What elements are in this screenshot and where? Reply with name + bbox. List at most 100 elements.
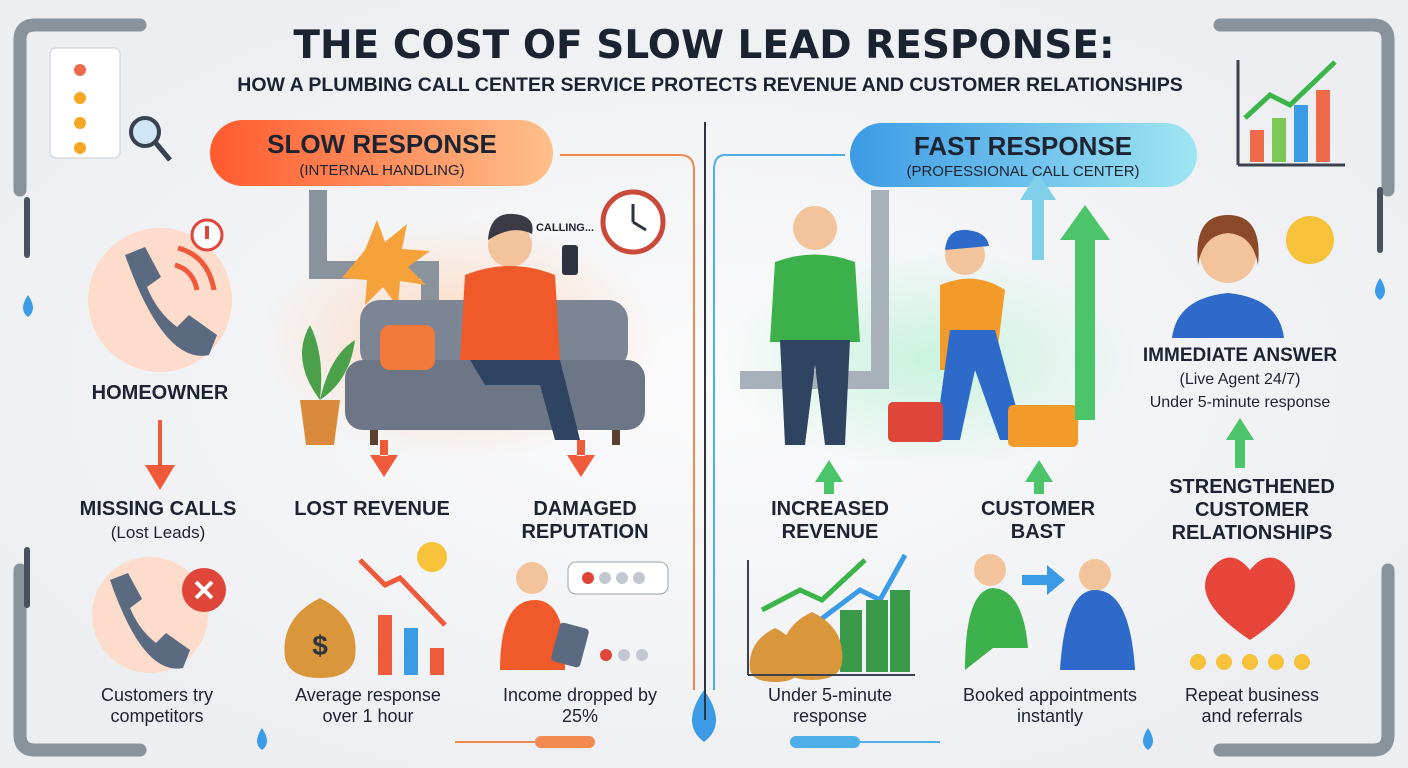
person-body (460, 266, 560, 360)
person-legs (470, 360, 580, 440)
phone-icon (125, 247, 217, 356)
rating-list-icon (74, 92, 86, 104)
rating-list-icon (49, 47, 121, 159)
stars (1190, 654, 1310, 670)
growth-chart-icon (1236, 60, 1345, 167)
down-arrow (145, 420, 175, 490)
falling-bars (430, 648, 444, 675)
stars (618, 649, 630, 661)
person-head (974, 554, 1006, 586)
rising-trend (818, 553, 908, 622)
toolbox (888, 402, 943, 442)
agent-body (1172, 293, 1284, 338)
homeowner-caption: Customers try competitors (100, 685, 214, 726)
money-bag (284, 598, 356, 678)
down-arrow (567, 440, 595, 477)
fast-subheading: (PROFESSIONAL CALL CENTER) (906, 163, 1140, 180)
stars (600, 649, 612, 661)
rating-list-icon (74, 92, 86, 154)
up-arrow (1226, 418, 1254, 468)
water-drops (23, 278, 1385, 750)
frame-pipes (13, 18, 1395, 757)
slow-pill (210, 120, 553, 186)
stars (616, 572, 628, 584)
person-hair (488, 213, 533, 240)
stars (636, 649, 648, 661)
growth-chart-icon (1272, 118, 1286, 162)
customer-base-label: CUSTOMER BAST (980, 498, 1096, 543)
signal-waves (174, 262, 200, 291)
person-legs (780, 340, 850, 445)
wrench-icons (24, 187, 1383, 608)
person-body (770, 254, 860, 342)
stars (1216, 654, 1232, 670)
frame-pipes (1213, 18, 1395, 197)
homeowner-label: HOMEOWNER (91, 382, 229, 404)
tablet (551, 622, 589, 668)
water-drops (1143, 728, 1153, 750)
rating-list-icon (129, 116, 161, 148)
x-mark (194, 580, 214, 600)
agent-label: IMMEDIATE ANSWER (1142, 345, 1338, 366)
rating-list-icon (74, 142, 86, 154)
plant-pot (300, 400, 340, 445)
progress-fast (790, 736, 860, 748)
growth-chart-icon (1250, 130, 1264, 162)
agent-detail: Under 5-minute response (1149, 394, 1331, 411)
cash-stacks (840, 610, 862, 672)
slow-heading: SLOW RESPONSE (267, 129, 497, 159)
signal-waves (174, 245, 217, 291)
cash-stacks (840, 590, 910, 672)
agent-head (1200, 227, 1256, 283)
couch-leg (370, 430, 378, 445)
cash-stacks (890, 590, 910, 672)
agent-note: (Live Agent 24/7) (1179, 371, 1301, 388)
up-arrow (1060, 205, 1110, 420)
rating-list-icon (74, 64, 86, 76)
money-bag (781, 612, 843, 680)
growth-chart-icon (1243, 60, 1337, 120)
coin (417, 542, 447, 572)
lost-revenue-label: LOST REVENUE (294, 498, 450, 520)
progress-slow (535, 736, 595, 748)
person-head (793, 206, 837, 250)
up-arrow (1020, 172, 1056, 260)
right-arrow (1022, 565, 1065, 595)
stars (1294, 654, 1310, 670)
toolbox (1008, 405, 1078, 447)
stars (582, 572, 648, 661)
clock-hands (631, 204, 647, 232)
rating-list-icon (74, 117, 86, 129)
down-arrow (370, 440, 398, 477)
up-arrow (1025, 460, 1053, 494)
falling-bars (378, 615, 392, 675)
connector (713, 154, 845, 690)
signal-waves (177, 245, 217, 291)
lost-revenue-caption: Average response over 1 hour (295, 685, 441, 726)
stars (1190, 654, 1206, 670)
falling-trend (358, 558, 447, 627)
rising-trend (760, 558, 867, 613)
heart (1205, 557, 1295, 640)
customer-base-caption: Booked appointments instantly (962, 685, 1138, 726)
plumber-overall (935, 330, 1025, 440)
person-body (500, 600, 566, 670)
stars (599, 572, 611, 584)
dollar-mark: $ (312, 630, 328, 661)
smiley (1286, 216, 1334, 264)
rating-list-icon (49, 47, 172, 162)
fast-pill (850, 123, 1197, 187)
falling-bars (404, 628, 418, 675)
calling-label: CALLING... (535, 222, 595, 234)
stars (1268, 654, 1284, 670)
rating-list-icon (153, 140, 172, 162)
plumber-head (1079, 559, 1111, 591)
person-body (965, 588, 1028, 670)
alert-mark (205, 226, 209, 239)
burst (342, 220, 430, 307)
stars (582, 572, 594, 584)
water-drops (23, 295, 33, 317)
fast-heading: FAST RESPONSE (913, 131, 1133, 161)
relationships-caption: Repeat business and referrals (1184, 685, 1320, 726)
